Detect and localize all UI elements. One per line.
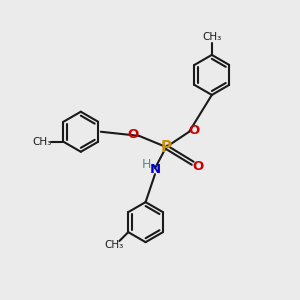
Text: O: O (192, 160, 204, 173)
Text: N: N (149, 163, 161, 176)
Text: CH₃: CH₃ (202, 32, 221, 42)
Text: CH₃: CH₃ (33, 137, 52, 147)
Text: H: H (142, 158, 151, 171)
Text: CH₃: CH₃ (104, 240, 123, 250)
Text: O: O (189, 124, 200, 137)
Text: O: O (127, 128, 138, 141)
Text: P: P (160, 140, 172, 154)
